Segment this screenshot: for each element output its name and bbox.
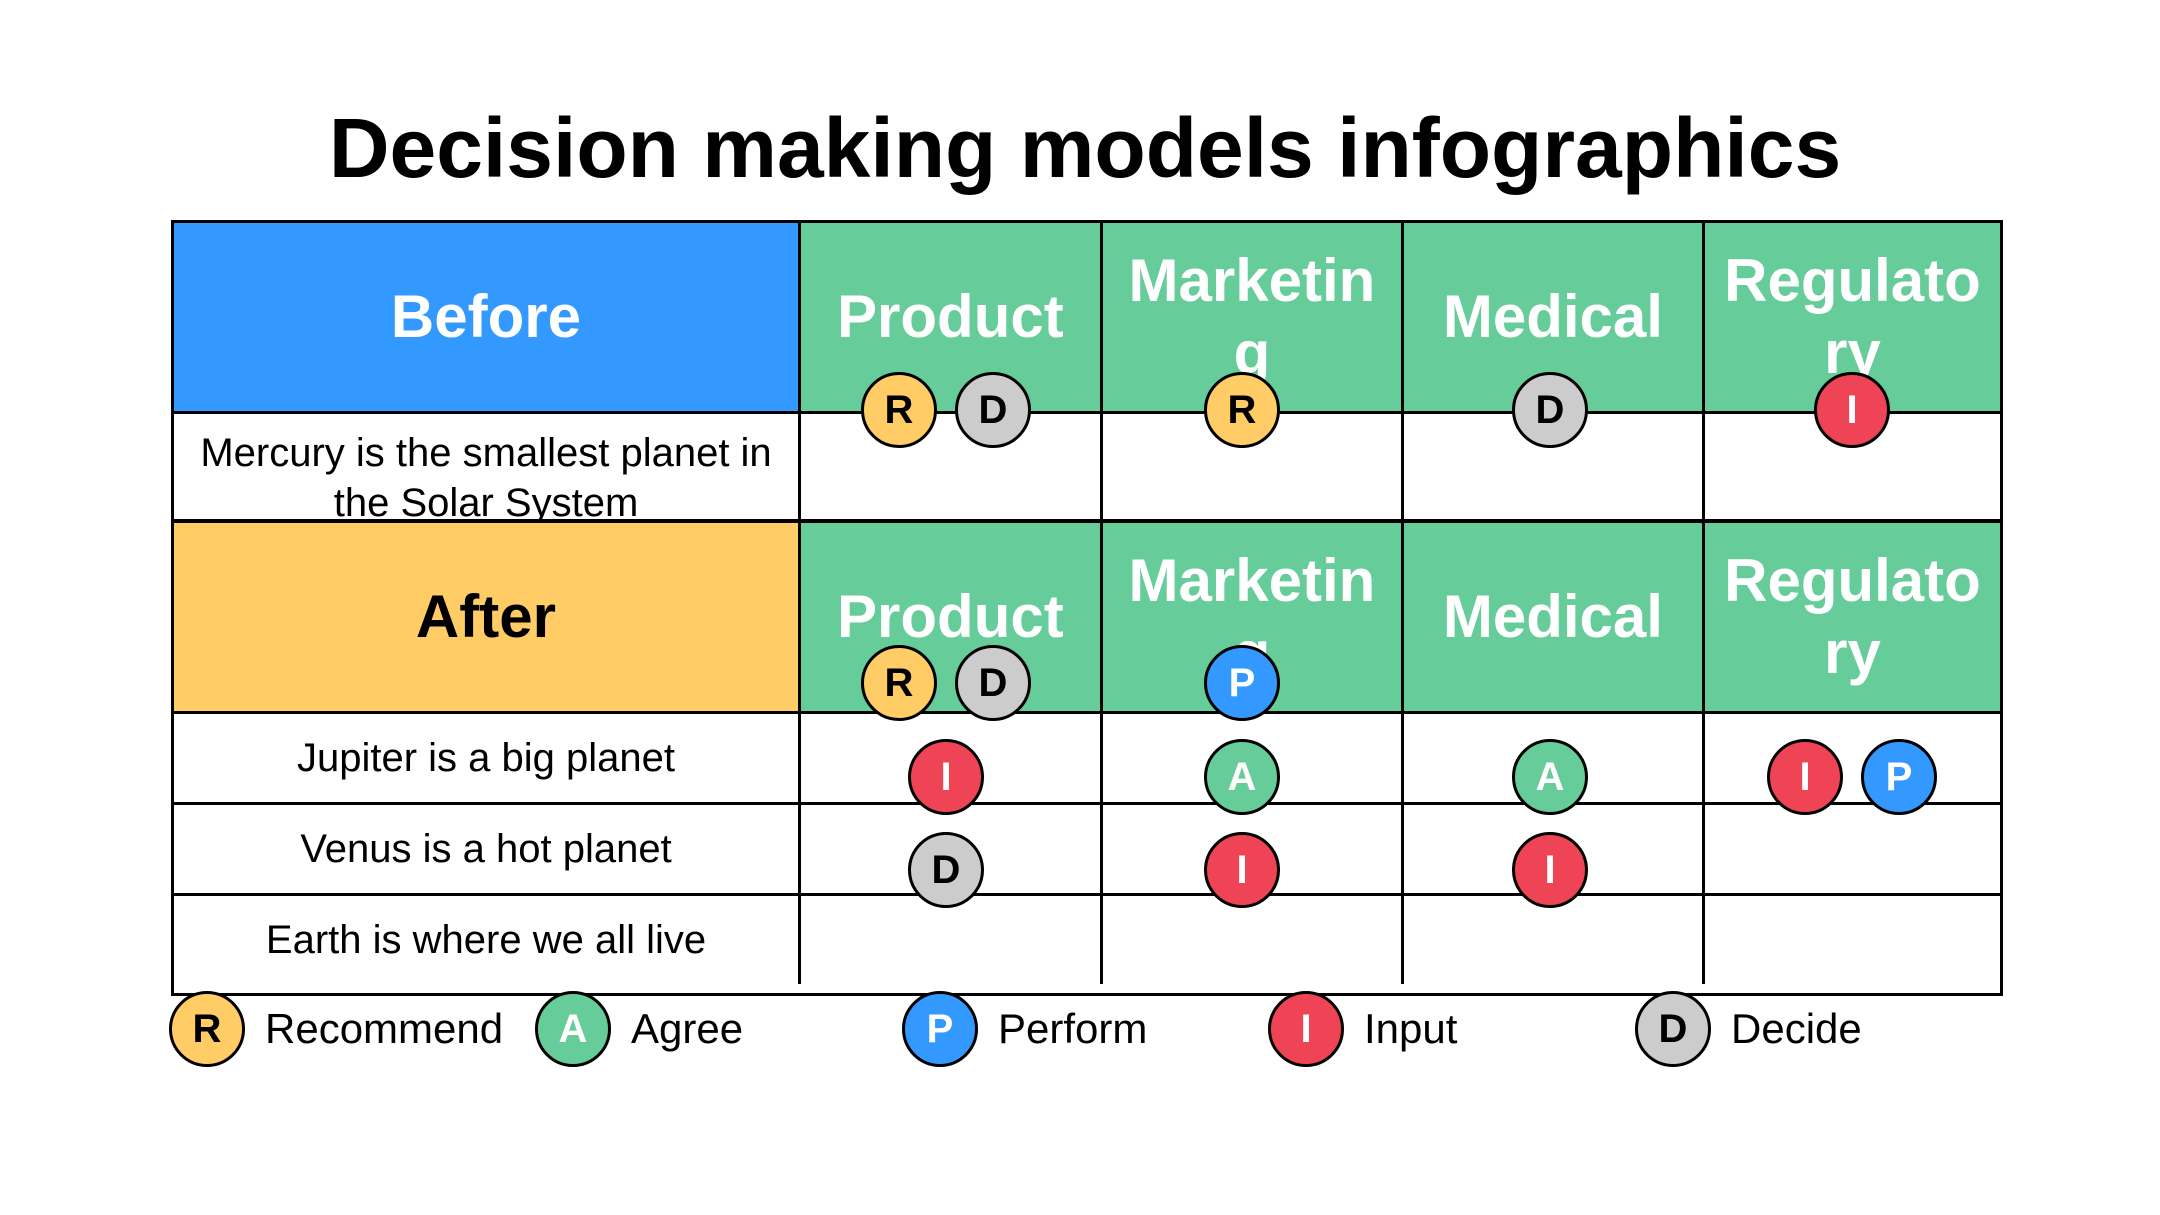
legend-decide-icon: D xyxy=(1635,991,1711,1067)
table-cell xyxy=(1100,414,1401,519)
badge-jupiter-regulatory-p: P xyxy=(1861,739,1937,815)
after-row-venus: Venus is a hot planet xyxy=(174,802,2000,893)
table-cell xyxy=(1701,714,2000,802)
page-title: Decision making models infographics xyxy=(328,101,1842,195)
after-row-earth: Earth is where we all live xyxy=(174,893,2000,984)
before-label: Before xyxy=(174,223,798,411)
table-cell xyxy=(1401,714,1702,802)
table-cell xyxy=(1100,896,1401,984)
table-cell xyxy=(1100,805,1401,893)
after-table: After Product Marketing Medical Regulato… xyxy=(171,520,2003,996)
after-header-row: After Product Marketing Medical Regulato… xyxy=(174,523,2000,711)
badge-venus-product-d: D xyxy=(908,832,984,908)
badge-before-product-d: D xyxy=(955,372,1031,448)
table-cell xyxy=(798,805,1100,893)
table-cell xyxy=(798,414,1100,519)
badge-before-marketing-r: R xyxy=(1204,372,1280,448)
badge-jupiter-product-i: I xyxy=(908,739,984,815)
before-header-product: Product xyxy=(797,223,1100,411)
table-cell xyxy=(1701,896,2000,984)
badge-jupiter-regulatory-i: I xyxy=(1767,739,1843,815)
row-label: Mercury is the smallest planet in the So… xyxy=(200,431,772,519)
legend-perform-label: Perform xyxy=(998,1005,1148,1052)
badge-venus-medical-i: I xyxy=(1512,832,1588,908)
legend-agree-icon: A xyxy=(535,991,611,1067)
before-row-mercury: Mercury is the smallest planet in the So… xyxy=(174,411,2000,519)
after-row-jupiter: Jupiter is a big planet xyxy=(174,711,2000,802)
row-label: Venus is a hot planet xyxy=(300,827,672,871)
legend-agree-label: Agree xyxy=(631,1005,744,1052)
table-cell xyxy=(1401,805,1702,893)
legend-perform-icon: P xyxy=(902,991,978,1067)
after-label: After xyxy=(174,523,798,711)
before-table: Before Product Marketing Medical Regulat… xyxy=(171,220,2003,522)
table-cell xyxy=(1701,414,2000,519)
legend-recommend-label: Recommend xyxy=(265,1005,504,1052)
after-header-regulatory: Regulatory xyxy=(1701,523,2000,711)
legend-input-icon: I xyxy=(1268,991,1344,1067)
legend-decide-label: Decide xyxy=(1731,1005,1862,1052)
row-label: Earth is where we all live xyxy=(265,918,707,962)
after-header-medical: Medical xyxy=(1400,523,1702,711)
badge-jupiter-marketing-a: A xyxy=(1204,739,1280,815)
badge-before-product-r: R xyxy=(861,372,937,448)
badge-after-marketing-p: P xyxy=(1204,645,1280,721)
badge-after-product-d: D xyxy=(955,645,1031,721)
table-cell xyxy=(798,896,1100,984)
table-cell xyxy=(1401,414,1702,519)
table-cell xyxy=(1701,805,2000,893)
after-header-product: Product xyxy=(797,523,1100,711)
row-label: Jupiter is a big planet xyxy=(297,736,676,780)
badge-before-regulatory-i: I xyxy=(1814,372,1890,448)
table-cell xyxy=(798,714,1100,802)
before-header-row: Before Product Marketing Medical Regulat… xyxy=(174,223,2000,411)
badge-before-medical-d: D xyxy=(1512,372,1588,448)
after-header-marketing: Marketing xyxy=(1099,523,1401,711)
table-cell xyxy=(1100,714,1401,802)
table-cell xyxy=(1401,896,1702,984)
badge-after-product-r: R xyxy=(861,645,937,721)
badge-jupiter-medical-a: A xyxy=(1512,739,1588,815)
legend-input-label: Input xyxy=(1364,1005,1458,1052)
badge-venus-marketing-i: I xyxy=(1204,832,1280,908)
legend-recommend-icon: R xyxy=(169,991,245,1067)
